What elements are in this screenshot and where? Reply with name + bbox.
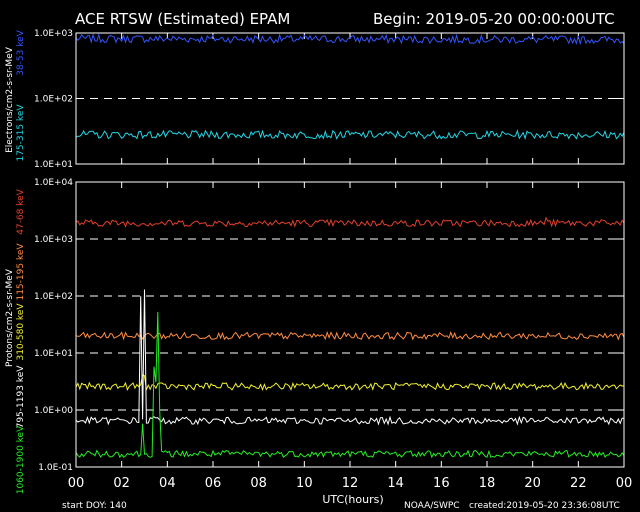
legend-p-795-1193: 795-1193 keV <box>16 365 26 429</box>
proton-panel: 1.0E-01 1.0E+00 1.0E+01 1.0E+02 1.0E+03 1.0E+… <box>34 178 632 491</box>
series-line <box>75 311 625 459</box>
y-tick-label: 1.0E+04 <box>34 178 73 188</box>
series-line <box>75 374 625 392</box>
x-tick-label: 08 <box>250 476 267 491</box>
legend-p-1060-1900: 1060-1900 keV <box>16 425 26 494</box>
legend-p-115-195: 115-195 keV <box>16 243 26 301</box>
source-label: NOAA/SWPC <box>404 501 460 511</box>
start-doy: start DOY: 140 <box>62 501 127 511</box>
series-line <box>75 129 625 141</box>
x-tick-label: 02 <box>113 476 130 491</box>
proton-ylabel-text: Protons/cm2-s-sr-MeV <box>5 268 15 367</box>
y-tick-label: 1.0E+00 <box>34 406 73 416</box>
x-tick-label: 20 <box>524 476 541 491</box>
x-tick-label: 16 <box>433 476 450 491</box>
series-line <box>75 330 625 341</box>
plot-frame <box>75 32 625 165</box>
y-tick-label: 1.0E+03 <box>34 29 73 39</box>
legend-e-38-53: 38-53 keV <box>16 29 26 75</box>
x-tick-label: 12 <box>342 476 359 491</box>
x-tick-label: 00 <box>616 476 633 491</box>
y-tick-label: 1.0E-01 <box>38 463 73 473</box>
plot-frame <box>75 181 625 468</box>
x-tick-label: 22 <box>570 476 587 491</box>
x-tick-label: 10 <box>296 476 313 491</box>
created-label: created:2019-05-20 23:36:08UTC <box>469 501 620 511</box>
x-tick-label: 18 <box>479 476 496 491</box>
series-line <box>75 32 625 46</box>
legend-p-310-580: 310-580 keV <box>16 303 26 361</box>
legend-e-175-315: 175-315 keV <box>16 104 26 162</box>
y-tick-label: 1.0E+03 <box>34 235 73 245</box>
chart-title: ACE RTSW (Estimated) EPAM <box>75 10 290 28</box>
legend-p-47-68: 47-68 keV <box>16 188 26 234</box>
y-tick-label: 1.0E+01 <box>34 349 73 359</box>
electron-ylabel-text: Electrons/cm2-s-sr-MeV <box>5 46 15 153</box>
y-tick-label: 1.0E+01 <box>34 160 73 170</box>
proton-ylabel: Protons/cm2-s-sr-MeV <box>5 268 15 367</box>
electron-ylabel: Electrons/cm2-s-sr-MeV <box>5 46 15 153</box>
electron-panel: 1.0E+01 1.0E+02 1.0E+03 <box>34 29 625 170</box>
x-axis-label: UTC(hours) <box>322 493 383 506</box>
x-tick-label: 00 <box>68 476 85 491</box>
y-tick-label: 1.0E+02 <box>34 95 73 105</box>
series-line <box>75 289 624 426</box>
x-tick-label: 14 <box>387 476 404 491</box>
y-tick-label: 1.0E+02 <box>34 292 73 302</box>
x-tick-label: 04 <box>159 476 176 491</box>
electron-legend: 38-53 keV 175-315 keV <box>16 29 26 161</box>
begin-time: Begin: 2019-05-20 00:00:00UTC <box>373 10 615 28</box>
x-tick-label: 06 <box>205 476 222 491</box>
proton-legend: 47-68 keV 115-195 keV 310-580 keV 795-11… <box>16 188 26 494</box>
series-line <box>75 216 625 228</box>
